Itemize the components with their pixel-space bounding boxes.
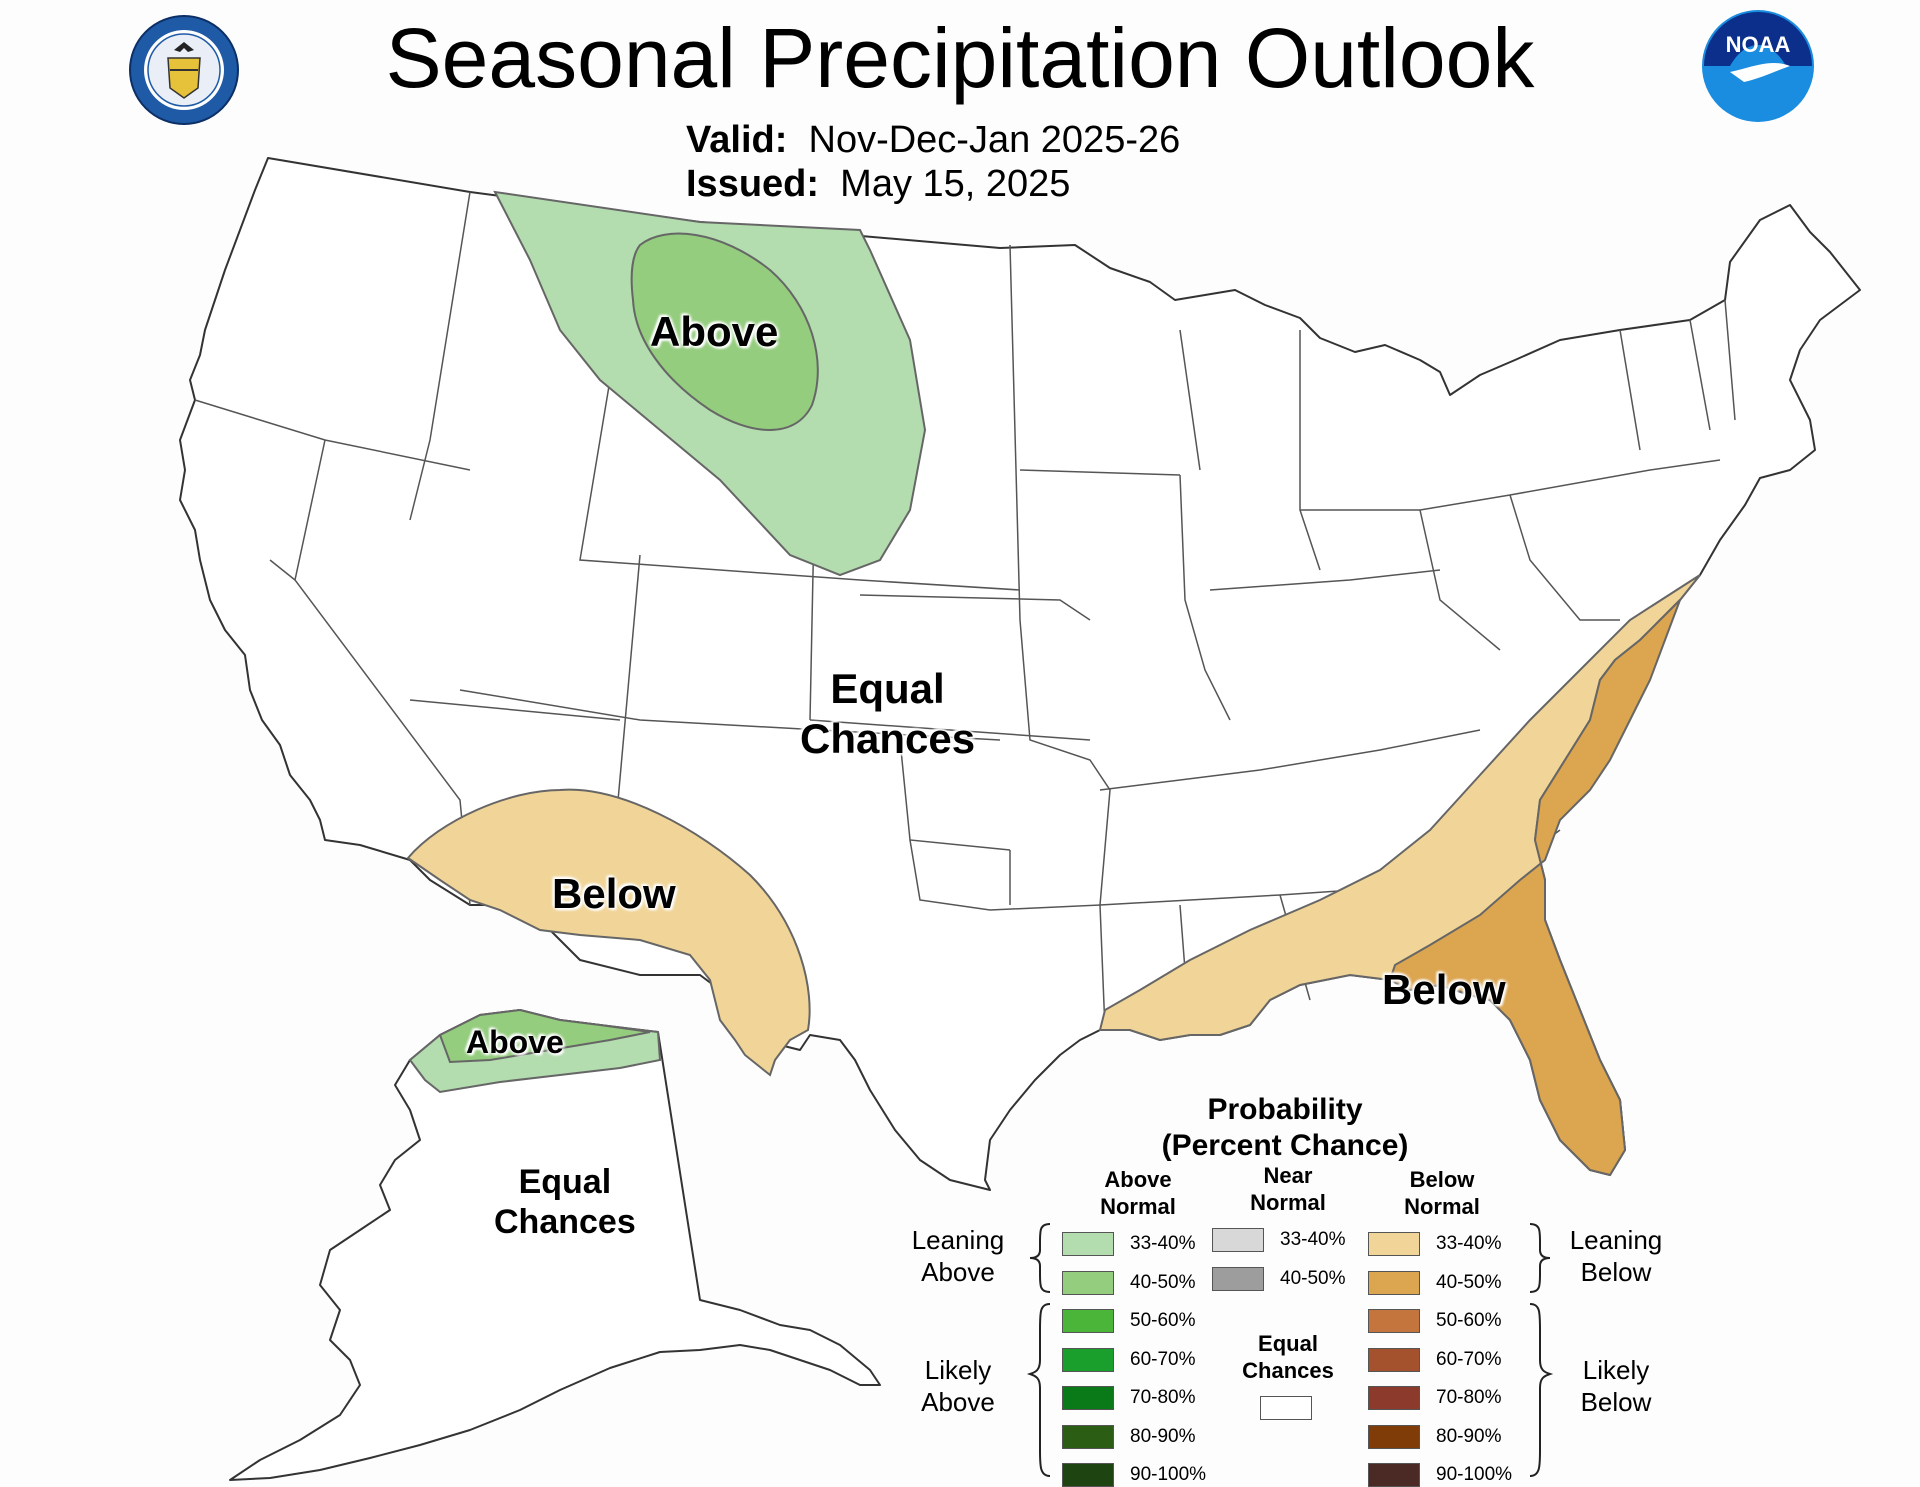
legend-range-near-2: 40-50% <box>1280 1267 1346 1289</box>
legend-above-header: Above Normal <box>1100 1167 1176 1219</box>
legend-range-below-2: 40-50% <box>1436 1271 1502 1293</box>
legend-likely-above: Likely Above <box>921 1355 995 1417</box>
legend-range-below-3: 50-60% <box>1436 1310 1502 1331</box>
legend-leaning-below: Leaning Below <box>1569 1225 1663 1287</box>
ak-40-50-above <box>438 1008 651 1064</box>
legend-near-header: Near Normal <box>1250 1163 1326 1215</box>
legend-equal-chances: Equal Chances <box>1242 1331 1334 1383</box>
legend-swatch-below-4 <box>1368 1347 1420 1372</box>
legend-swatch-below-7 <box>1368 1463 1420 1487</box>
label-sw-below: Below <box>552 870 676 917</box>
alaska-land <box>229 1009 881 1481</box>
issued-line: Issued: May 15, 2025 <box>686 162 1070 206</box>
noaa-logo: NOAA <box>1702 10 1814 122</box>
legend-swatch-above-2 <box>1062 1270 1114 1295</box>
legend-swatch-below-5 <box>1368 1386 1420 1410</box>
legend-range-below-5: 70-80% <box>1436 1387 1502 1408</box>
sw-leaning-below <box>406 788 811 1077</box>
svg-text:NOAA: NOAA <box>1726 32 1791 57</box>
issued-value: May 15, 2025 <box>840 163 1071 205</box>
legend-swatch-near-2 <box>1212 1266 1264 1291</box>
legend-swatch-above-7 <box>1062 1463 1114 1487</box>
legend-braces <box>1026 1223 1554 1477</box>
label-ak-above: Above <box>466 1024 564 1060</box>
legend-swatch-above-1 <box>1062 1232 1114 1256</box>
legend-swatch-equal-chances <box>1260 1396 1312 1420</box>
legend-leaning-above: Leaning Above <box>911 1225 1005 1287</box>
legend-range-above-5: 70-80% <box>1130 1387 1196 1408</box>
valid-line: Valid: Nov-Dec-Jan 2025-26 <box>686 118 1180 162</box>
valid-value: Nov-Dec-Jan 2025-26 <box>808 119 1181 161</box>
legend-swatch-above-3 <box>1062 1309 1114 1333</box>
legend-swatch-above-6 <box>1062 1424 1114 1449</box>
legend-range-above-3: 50-60% <box>1130 1310 1196 1331</box>
legend-swatch-below-1 <box>1368 1232 1420 1256</box>
state-boundaries <box>194 191 1736 1036</box>
legend-range-below-4: 60-70% <box>1436 1348 1502 1370</box>
legend-swatch-below-6 <box>1368 1424 1420 1449</box>
label-se-below: Below <box>1382 966 1506 1013</box>
legend-range-above-2: 40-50% <box>1130 1271 1196 1293</box>
legend-swatch-below-3 <box>1368 1309 1420 1333</box>
legend-swatch-below-2 <box>1368 1270 1420 1295</box>
north-40-50-above <box>630 232 819 431</box>
legend-range-below-1: 33-40% <box>1436 1233 1502 1254</box>
legend-title: Probability (Percent Chance) <box>1161 1093 1409 1162</box>
legend-range-near-1: 33-40% <box>1280 1229 1346 1250</box>
legend-range-below-7: 90-100% <box>1436 1464 1513 1485</box>
legend-likely-below: Likely Below <box>1580 1355 1652 1417</box>
legend-swatch-above-5 <box>1062 1386 1114 1410</box>
legend-range-above-7: 90-100% <box>1130 1464 1207 1485</box>
legend-range-above-4: 60-70% <box>1130 1348 1196 1370</box>
page-title: Seasonal Precipitation Outlook <box>385 11 1535 105</box>
commerce-seal-logo <box>129 15 239 125</box>
legend-swatch-near-1 <box>1212 1228 1264 1252</box>
se-40-50-below <box>1388 599 1681 1177</box>
legend-range-above-1: 33-40% <box>1130 1233 1196 1254</box>
legend-swatch-above-4 <box>1062 1347 1114 1372</box>
legend-below-header: Below Normal <box>1404 1167 1480 1219</box>
issued-label: Issued: <box>686 163 820 205</box>
legend-range-below-6: 80-90% <box>1436 1425 1502 1447</box>
valid-label: Valid: <box>686 119 788 161</box>
label-ak-equal-chances: Equal Chances <box>494 1163 636 1241</box>
label-equal-chances-conus: Equal Chances <box>800 665 976 762</box>
label-north-above: Above <box>650 308 779 355</box>
legend-range-above-6: 80-90% <box>1130 1425 1196 1447</box>
